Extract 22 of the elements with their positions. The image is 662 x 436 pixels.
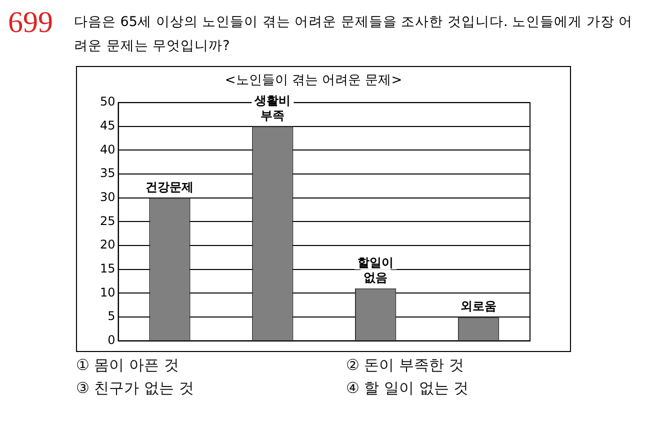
x-tick-label: 생활비 부족: [254, 94, 291, 123]
y-tick-label: 35: [100, 166, 116, 180]
y-tick-label: 5: [108, 309, 116, 324]
y-tick-label: 40: [100, 142, 116, 156]
text: 다음은 65세 이상의 노인들이 겪는 어려운 문제들을 조사한 것입니다. 노인들에게 가장 어려운 문제는 무엇입니까?: [74, 13, 634, 56]
y-tick-label: 50: [100, 94, 116, 109]
text: ① 몸이 아픈 것: [76, 356, 180, 375]
x-tick-label: 외로움: [460, 299, 497, 314]
y-tick-label: 15: [100, 261, 116, 276]
x-tick-label: 건강문제: [146, 180, 194, 194]
y-tick-label: 10: [100, 285, 116, 300]
text: ② 돈이 부족한 것: [346, 356, 465, 375]
y-tick-label: 0: [108, 332, 116, 347]
text: ③ 친구가 없는 것: [76, 379, 195, 398]
y-tick-label: 45: [100, 118, 116, 133]
text: 699: [8, 6, 54, 39]
y-tick-label: 25: [100, 214, 116, 228]
y-tick-label: 20: [100, 238, 116, 252]
y-tick-label: 30: [100, 190, 116, 204]
x-tick-label: 할일이 없음: [358, 256, 394, 285]
text: ④ 할 일이 없는 것: [346, 379, 470, 398]
chart-title: <노인들이 겪는 어려운 문제>: [224, 73, 402, 88]
